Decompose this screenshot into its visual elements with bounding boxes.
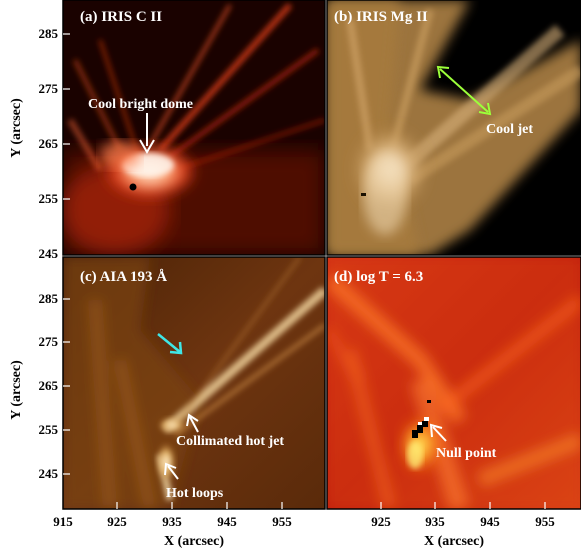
- x-tick-label: 915: [53, 514, 73, 529]
- panel-c: (c) AIA 193 Å Collimated hot jet Hot loo…: [63, 257, 325, 509]
- panel-c-annotation-jet: Collimated hot jet: [176, 434, 284, 449]
- x-axis-label-right: X (arcsec): [424, 534, 484, 549]
- x-axis-label-left: X (arcsec): [164, 534, 224, 549]
- x-tick-label: 945: [480, 514, 500, 529]
- x-tick-label: 955: [272, 514, 292, 529]
- y-tick-label: 245: [39, 466, 59, 481]
- y-axis-label-top: Y (arcsec): [9, 98, 24, 158]
- y-tick-label: 255: [39, 191, 59, 206]
- panel-c-title: (c) AIA 193 Å: [80, 269, 167, 285]
- x-tick-label: 925: [107, 514, 127, 529]
- null-point-marker: [412, 400, 431, 438]
- panel-d-annotation: Null point: [436, 446, 497, 461]
- panel-b-annotation: Cool jet: [486, 122, 533, 137]
- tick-marks: [63, 33, 546, 509]
- x-tick-label: 945: [217, 514, 237, 529]
- y-axis-label-bottom: Y (arcsec): [9, 360, 24, 420]
- panel-d: (d) log T = 6.3 Null point: [327, 257, 581, 509]
- x-tick-labels-left: 915 925 935 945 955: [53, 514, 292, 529]
- y-tick-label: 265: [39, 378, 59, 393]
- panel-c-annotation-loops: Hot loops: [166, 486, 224, 501]
- dark-spot: [129, 183, 137, 191]
- panel-a: (a) IRIS C II Cool bright dome: [63, 0, 325, 255]
- panel-a-annotation: Cool bright dome: [88, 97, 193, 112]
- arrow-loops: [164, 462, 179, 480]
- y-tick-label: 285: [39, 26, 59, 41]
- y-tick-label: 265: [39, 136, 59, 151]
- panel-b: (b) IRIS Mg II Cool jet: [327, 0, 581, 255]
- y-tick-label: 275: [39, 81, 59, 96]
- y-tick-labels-top: 285 275 265 255 245: [39, 26, 59, 261]
- y-tick-labels-bottom: 285 275 265 255 245: [39, 291, 59, 481]
- y-tick-label: 285: [39, 291, 59, 306]
- panel-d-title: (d) log T = 6.3: [334, 269, 423, 285]
- x-tick-labels-right: 925 935 945 955: [371, 514, 555, 529]
- arrow-null-point: [429, 423, 447, 442]
- y-tick-label: 255: [39, 422, 59, 437]
- y-tick-label: 275: [39, 334, 59, 349]
- panel-b-title: (b) IRIS Mg II: [334, 9, 428, 25]
- arrow-cool-jet: [436, 65, 492, 116]
- arrow-cyan: [157, 333, 183, 355]
- x-tick-label: 955: [535, 514, 555, 529]
- arrow-jet: [186, 413, 199, 433]
- panel-frames: [62, 0, 581, 510]
- jet-strands: [67, 2, 325, 172]
- x-tick-label: 925: [371, 514, 391, 529]
- y-tick-label: 245: [39, 246, 59, 261]
- dark-speck: [361, 193, 366, 196]
- hot-loops-glow: [156, 442, 176, 482]
- panel-a-title: (a) IRIS C II: [80, 9, 162, 25]
- x-tick-label: 935: [162, 514, 182, 529]
- x-tick-label: 935: [425, 514, 445, 529]
- arrow-dome: [139, 113, 155, 154]
